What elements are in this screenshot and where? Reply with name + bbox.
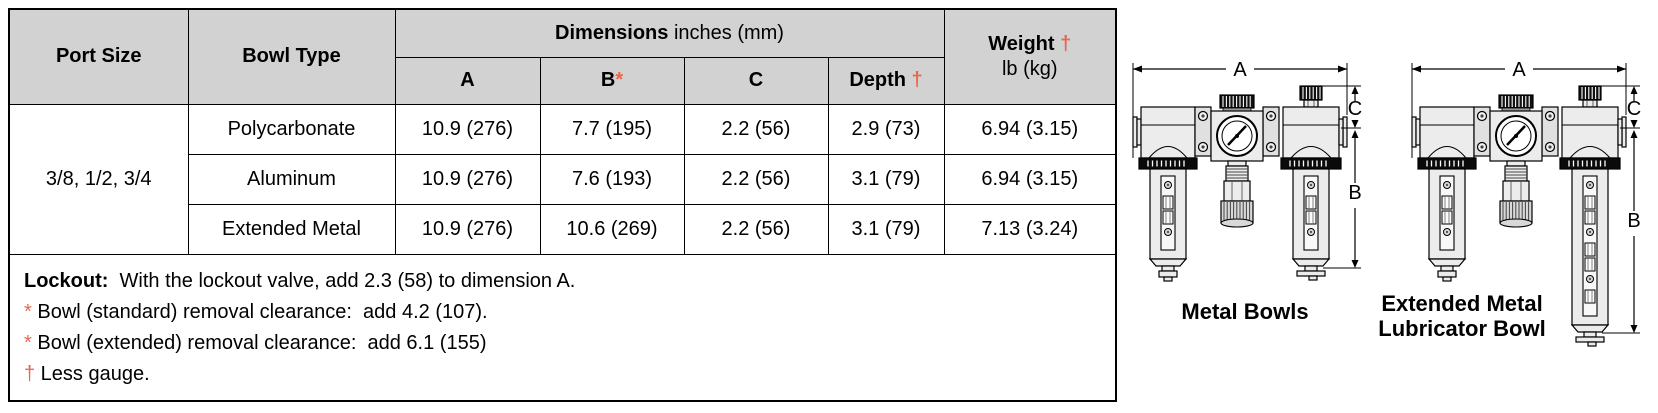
lockout-text: With the lockout valve, add 2.3 (58) to … — [108, 269, 576, 292]
dim-b-cell: 7.6 (193) — [539, 153, 685, 205]
dim-c-cell: 2.2 (56) — [683, 203, 829, 255]
dimension-label: C — [1627, 98, 1641, 120]
header-col-b: B* — [539, 56, 685, 105]
dimension-b-line: B — [1602, 130, 1641, 334]
header-col-b-label: B — [600, 69, 616, 91]
weight-cell: 6.94 (3.15) — [943, 153, 1117, 205]
dimension-label: B — [1348, 182, 1361, 204]
metal-bowls-assembly: A C B — [1132, 59, 1362, 282]
asterisk-mark: * — [24, 300, 32, 323]
bowl-standard-note: * Bowl (standard) removal clearance: add… — [24, 297, 1101, 328]
dim-c-cell: 2.2 (56) — [683, 103, 829, 155]
header-port-size: Port Size — [8, 8, 189, 105]
dimension-label: C — [1348, 98, 1362, 120]
extended-metal-caption: Extended Metal Lubricator Bowl — [1362, 291, 1562, 341]
header-dimensions-bold: Dimensions — [555, 21, 669, 44]
header-weight-unit: lb (kg) — [1001, 57, 1058, 80]
header-col-a: A — [394, 56, 541, 105]
header-weight-line1: Weight † — [945, 33, 1116, 56]
bowl-type-cell: Extended Metal — [187, 203, 396, 255]
table-header-row-1: Port Size Bowl Type Dimensions inches (m… — [8, 8, 1117, 105]
asterisk-mark: * — [24, 331, 32, 354]
header-col-c: C — [683, 56, 829, 105]
header-dimensions-unit: inches (mm) — [668, 21, 784, 44]
dim-depth-cell: 3.1 (79) — [827, 203, 945, 255]
lockout-note: Lockout: With the lockout valve, add 2.3… — [24, 266, 1101, 297]
filter-unit-drawing — [1132, 106, 1198, 282]
header-bowl-type: Bowl Type — [187, 8, 396, 105]
dimension-label: A — [1512, 59, 1526, 81]
regulator-unit-drawing — [1194, 94, 1280, 228]
notes-row: Lockout: With the lockout valve, add 2.3… — [8, 253, 1117, 402]
extended-caption-line1: Extended Metal — [1381, 291, 1543, 316]
extended-metal-assembly: A C B — [1411, 59, 1641, 347]
header-depth-label: Depth — [849, 69, 912, 91]
dim-a-cell: 10.9 (276) — [394, 103, 541, 155]
footnotes: Lockout: With the lockout valve, add 2.3… — [8, 253, 1117, 402]
extended-metal-diagram: A C B — [1411, 59, 1641, 347]
header-dimensions: Dimensions inches (mm) — [394, 8, 945, 58]
bowl-extended-text: Bowl (extended) removal clearance: add 6… — [31, 331, 487, 354]
header-weight: Weight † lb (kg) — [943, 8, 1117, 105]
dim-b-cell: 7.7 (195) — [539, 103, 685, 155]
header-col-depth: Depth † — [827, 56, 945, 105]
depth-dagger-mark: † — [911, 69, 923, 91]
dagger-mark: † — [24, 362, 36, 385]
table-row: 3/8, 1/2, 3/4 Polycarbonate 10.9 (276) 7… — [8, 103, 1117, 255]
dim-c-cell: 2.2 (56) — [683, 153, 829, 205]
less-gauge-text: Less gauge. — [35, 362, 150, 385]
weight-cell: 6.94 (3.15) — [943, 103, 1117, 155]
table-row: Aluminum 10.9 (276) 7.6 (193) 2.2 (56) 3… — [9, 153, 1117, 205]
table-header-row-2: A B* C Depth † — [9, 56, 1116, 105]
metal-bowls-caption: Metal Bowls — [1181, 299, 1309, 324]
b-asterisk-mark: * — [615, 69, 624, 91]
lubricator-unit-drawing — [1559, 85, 1627, 347]
dimension-c-line: C — [1601, 85, 1641, 129]
regulator-unit-drawing — [1473, 94, 1559, 228]
header-weight-label: Weight — [988, 32, 1061, 55]
dimension-label: B — [1627, 210, 1640, 232]
port-size-cell: 3/8, 1/2, 3/4 — [8, 103, 189, 255]
metal-bowls-diagram: A C B — [1132, 59, 1362, 282]
dimension-b-line: B — [1323, 130, 1362, 269]
bowl-type-cell: Aluminum — [187, 153, 396, 205]
dim-a-cell: 10.9 (276) — [394, 153, 541, 205]
dim-b-cell: 10.6 (269) — [539, 203, 685, 255]
dim-a-cell: 10.9 (276) — [394, 203, 541, 255]
dimensions-table: Port Size Bowl Type Dimensions inches (m… — [8, 8, 1117, 402]
extended-caption-line2: Lubricator Bowl — [1378, 316, 1546, 341]
table-row: Extended Metal 10.9 (276) 10.6 (269) 2.2… — [9, 203, 1117, 255]
lockout-label: Lockout: — [24, 269, 109, 292]
bowl-extended-note: * Bowl (extended) removal clearance: add… — [24, 328, 1101, 359]
dim-depth-cell: 3.1 (79) — [827, 153, 945, 205]
lubricator-unit-drawing — [1280, 85, 1348, 281]
filter-unit-drawing — [1411, 106, 1477, 282]
dim-depth-cell: 2.9 (73) — [827, 103, 945, 155]
bowl-standard-text: Bowl (standard) removal clearance: add 4… — [31, 300, 488, 323]
dimension-label: A — [1233, 59, 1247, 81]
less-gauge-note: † Less gauge. — [24, 359, 1101, 390]
bowl-type-cell: Polycarbonate — [187, 103, 396, 155]
dimension-c-line: C — [1322, 85, 1362, 129]
weight-cell: 7.13 (3.24) — [943, 203, 1117, 255]
weight-dagger-mark: † — [1060, 32, 1072, 55]
